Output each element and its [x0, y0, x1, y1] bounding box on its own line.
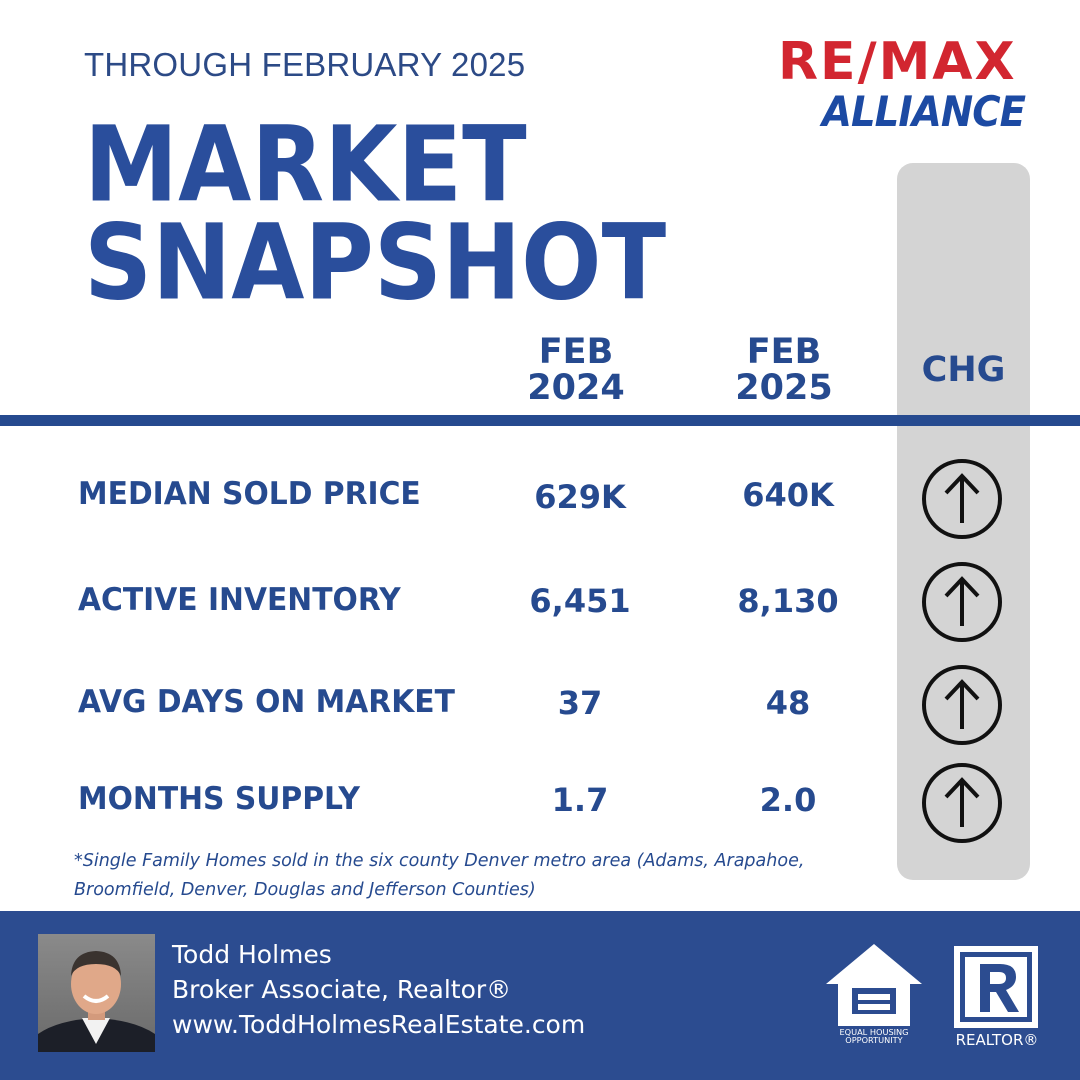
row-value-feb-2025: 640K — [742, 476, 834, 514]
remax-logo-max: MAX — [878, 32, 1017, 92]
through-date-label: THROUGH FEBRUARY 2025 — [84, 46, 526, 83]
alliance-logo: ALLIANCE — [822, 87, 1026, 136]
column-header-chg: CHG — [921, 350, 1006, 390]
eho-line-1: EQUAL HOUSING — [839, 1027, 908, 1037]
column-header-feb-2025: FEB 2025 — [694, 334, 874, 406]
row-label-avg-days-on-market: AVG DAYS ON MARKET — [78, 684, 455, 720]
realtor-badge: REALTOR® — [952, 944, 1042, 1049]
title-line-market: MARKET — [84, 103, 527, 226]
agent-title: Broker Associate, Realtor® — [172, 975, 512, 1004]
title-line-snapshot: SNAPSHOT — [84, 201, 667, 324]
column-header-month: FEB — [538, 332, 614, 372]
row-value-feb-2025: 2.0 — [759, 781, 817, 819]
row-value-feb-2025: 48 — [765, 684, 811, 722]
row-label-months-supply: MONTHS SUPPLY — [78, 781, 360, 817]
row-value-feb-2024: 6,451 — [529, 582, 631, 620]
arrow-up-circle-icon — [922, 665, 1002, 745]
row-value-feb-2025: 8,130 — [737, 582, 839, 620]
agent-website-link[interactable]: www.ToddHolmesRealEstate.com — [172, 1010, 586, 1039]
remax-logo: RE/MAX — [778, 32, 1017, 92]
column-header-year: 2025 — [735, 368, 833, 408]
remax-logo-slash: / — [857, 32, 879, 92]
column-header-year: 2024 — [527, 368, 625, 408]
equal-housing-icon: EQUAL HOUSING OPPORTUNITY — [826, 944, 922, 1045]
column-header-month: FEB — [746, 332, 822, 372]
footnote: *Single Family Homes sold in the six cou… — [74, 851, 805, 900]
row-value-feb-2024: 37 — [557, 684, 603, 722]
arrow-up-circle-icon — [922, 562, 1002, 642]
eho-line-2: OPPORTUNITY — [845, 1035, 903, 1044]
arrow-up-circle-icon — [922, 763, 1002, 843]
realtor-label: REALTOR® — [956, 1031, 1039, 1048]
equal-housing-opportunity-badge: EQUAL HOUSING OPPORTUNITY — [826, 944, 922, 1045]
header-divider — [0, 415, 1080, 426]
arrow-up-circle-icon — [922, 459, 1002, 539]
agent-name: Todd Holmes — [172, 940, 332, 969]
row-label-active-inventory: ACTIVE INVENTORY — [78, 582, 401, 618]
agent-photo — [38, 934, 155, 1052]
row-value-feb-2024: 629K — [534, 478, 626, 516]
row-value-feb-2024: 1.7 — [551, 781, 609, 819]
row-label-median-sold-price: MEDIAN SOLD PRICE — [78, 476, 421, 512]
column-header-feb-2024: FEB 2024 — [486, 334, 666, 406]
remax-logo-re: RE — [778, 32, 858, 92]
realtor-r-icon: REALTOR® — [954, 946, 1039, 1049]
